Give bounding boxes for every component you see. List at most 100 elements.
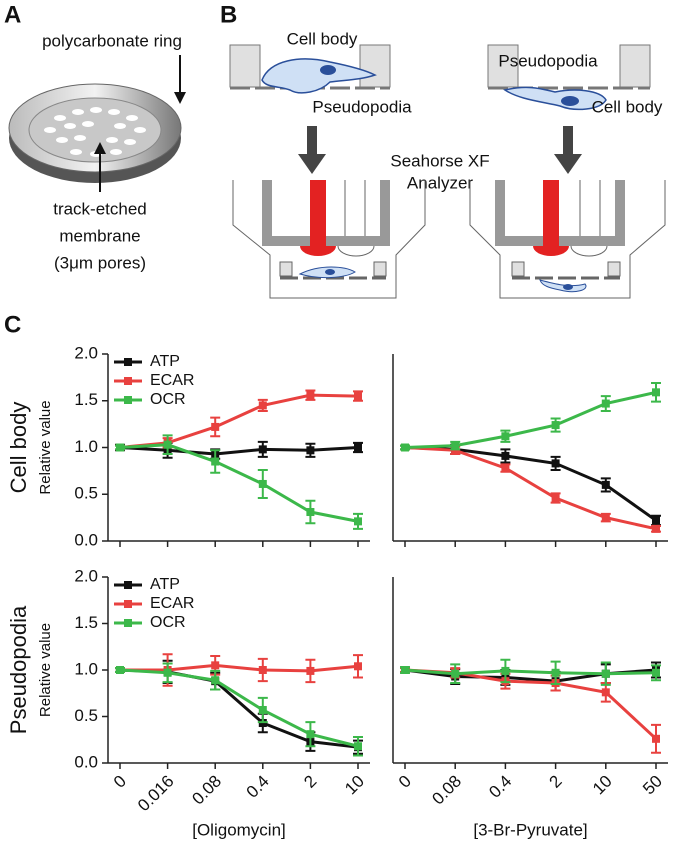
- cell: [261, 58, 377, 94]
- point: [354, 662, 362, 671]
- point: [401, 666, 409, 674]
- series-line: [119, 668, 359, 748]
- point: [652, 388, 660, 397]
- pores: [44, 107, 146, 157]
- legend-marker: [124, 619, 132, 627]
- row-label: Cell body: [6, 402, 31, 494]
- series-line: [119, 443, 359, 523]
- series-line: [119, 668, 359, 749]
- point: [601, 399, 610, 408]
- point: [501, 464, 510, 473]
- legend-marker: [124, 358, 132, 366]
- row-label: Pseudopodia: [6, 605, 31, 734]
- y-axis-label: Relative value: [37, 623, 54, 717]
- nucleus: [563, 284, 573, 290]
- x-tick-label: 10: [589, 772, 616, 799]
- legend-marker: [124, 396, 132, 404]
- legend-label: ATP: [150, 576, 180, 593]
- point: [354, 392, 362, 401]
- legend-label: OCR: [150, 391, 186, 408]
- panel-label: B: [220, 1, 237, 28]
- x-tick-label: 2: [300, 772, 320, 792]
- point: [652, 668, 660, 677]
- point: [551, 421, 560, 430]
- legend-label: ECAR: [150, 595, 194, 612]
- cell-label: Cell body: [592, 97, 663, 116]
- membrane-label: membrane: [59, 226, 140, 245]
- x-tick-label: 0.4: [243, 772, 273, 802]
- point: [163, 440, 172, 449]
- point: [258, 705, 267, 714]
- point: [501, 432, 510, 441]
- point: [258, 445, 267, 454]
- cell: [539, 279, 587, 293]
- point: [306, 730, 315, 739]
- series-line: [404, 446, 657, 531]
- legend-marker: [124, 600, 132, 608]
- instrument-label: Seahorse XF: [390, 151, 489, 170]
- x-axis-label: [Oligomycin]: [192, 820, 286, 839]
- point: [551, 668, 560, 677]
- legend-label: ATP: [150, 353, 180, 370]
- series-line: [404, 390, 657, 449]
- point: [652, 734, 660, 743]
- series-line: [119, 446, 359, 456]
- arrowhead: [174, 92, 186, 104]
- point: [551, 493, 560, 502]
- instrument-label: Analyzer: [407, 173, 473, 192]
- x-tick-label: 0: [395, 772, 415, 792]
- series-line: [119, 393, 359, 449]
- y-tick-label: 0.0: [74, 752, 98, 771]
- point: [258, 401, 267, 410]
- membrane-label: track-etched: [53, 199, 147, 218]
- point: [354, 742, 362, 751]
- x-tick-label: 50: [639, 772, 666, 799]
- nucleus: [320, 65, 336, 75]
- point: [354, 517, 362, 526]
- y-tick-label: 0.5: [74, 484, 98, 503]
- y-tick-label: 1.5: [74, 390, 98, 409]
- point: [601, 669, 610, 678]
- point: [652, 524, 660, 533]
- cell-label: Pseudopodia: [312, 97, 412, 116]
- insert-left: [229, 44, 391, 90]
- y-tick-label: 1.0: [74, 659, 98, 678]
- point: [601, 513, 610, 522]
- legend-label: ECAR: [150, 372, 194, 389]
- panel-a: A polycarbonate ring track-etched membra…: [4, 1, 186, 272]
- point: [451, 669, 460, 678]
- x-tick-label: 0.016: [134, 772, 178, 816]
- legend-label: OCR: [150, 614, 186, 631]
- x-tick-label: 2: [545, 772, 565, 792]
- panel-label: A: [4, 1, 21, 28]
- point: [258, 479, 267, 488]
- instrument-left: [232, 180, 426, 299]
- x-tick-label: 0.08: [188, 772, 225, 809]
- point: [163, 668, 172, 677]
- arrows: [298, 126, 582, 174]
- point: [258, 666, 267, 674]
- x-tick-label: 0: [110, 772, 130, 792]
- panel-label: C: [4, 311, 21, 338]
- point: [354, 443, 362, 452]
- y-tick-label: 0.0: [74, 530, 98, 549]
- membrane-label: (3μm pores): [54, 253, 146, 272]
- x-tick-label: 10: [341, 772, 368, 799]
- point: [501, 666, 510, 675]
- point: [401, 443, 409, 452]
- point: [451, 441, 460, 450]
- point: [306, 508, 315, 517]
- panel-b: B Cell body Pseudopodia Pseudopodia Cell…: [220, 1, 666, 299]
- point: [501, 451, 510, 460]
- series-line: [404, 668, 657, 676]
- point: [551, 459, 560, 468]
- y-tick-label: 1.0: [74, 437, 98, 456]
- cell-label: Pseudopodia: [498, 51, 598, 70]
- point: [211, 661, 220, 670]
- y-tick-label: 2.0: [74, 343, 98, 362]
- x-tick-label: 0.08: [428, 772, 465, 809]
- y-axis-label: Relative value: [37, 400, 54, 494]
- nucleus: [325, 269, 335, 275]
- point: [601, 688, 610, 697]
